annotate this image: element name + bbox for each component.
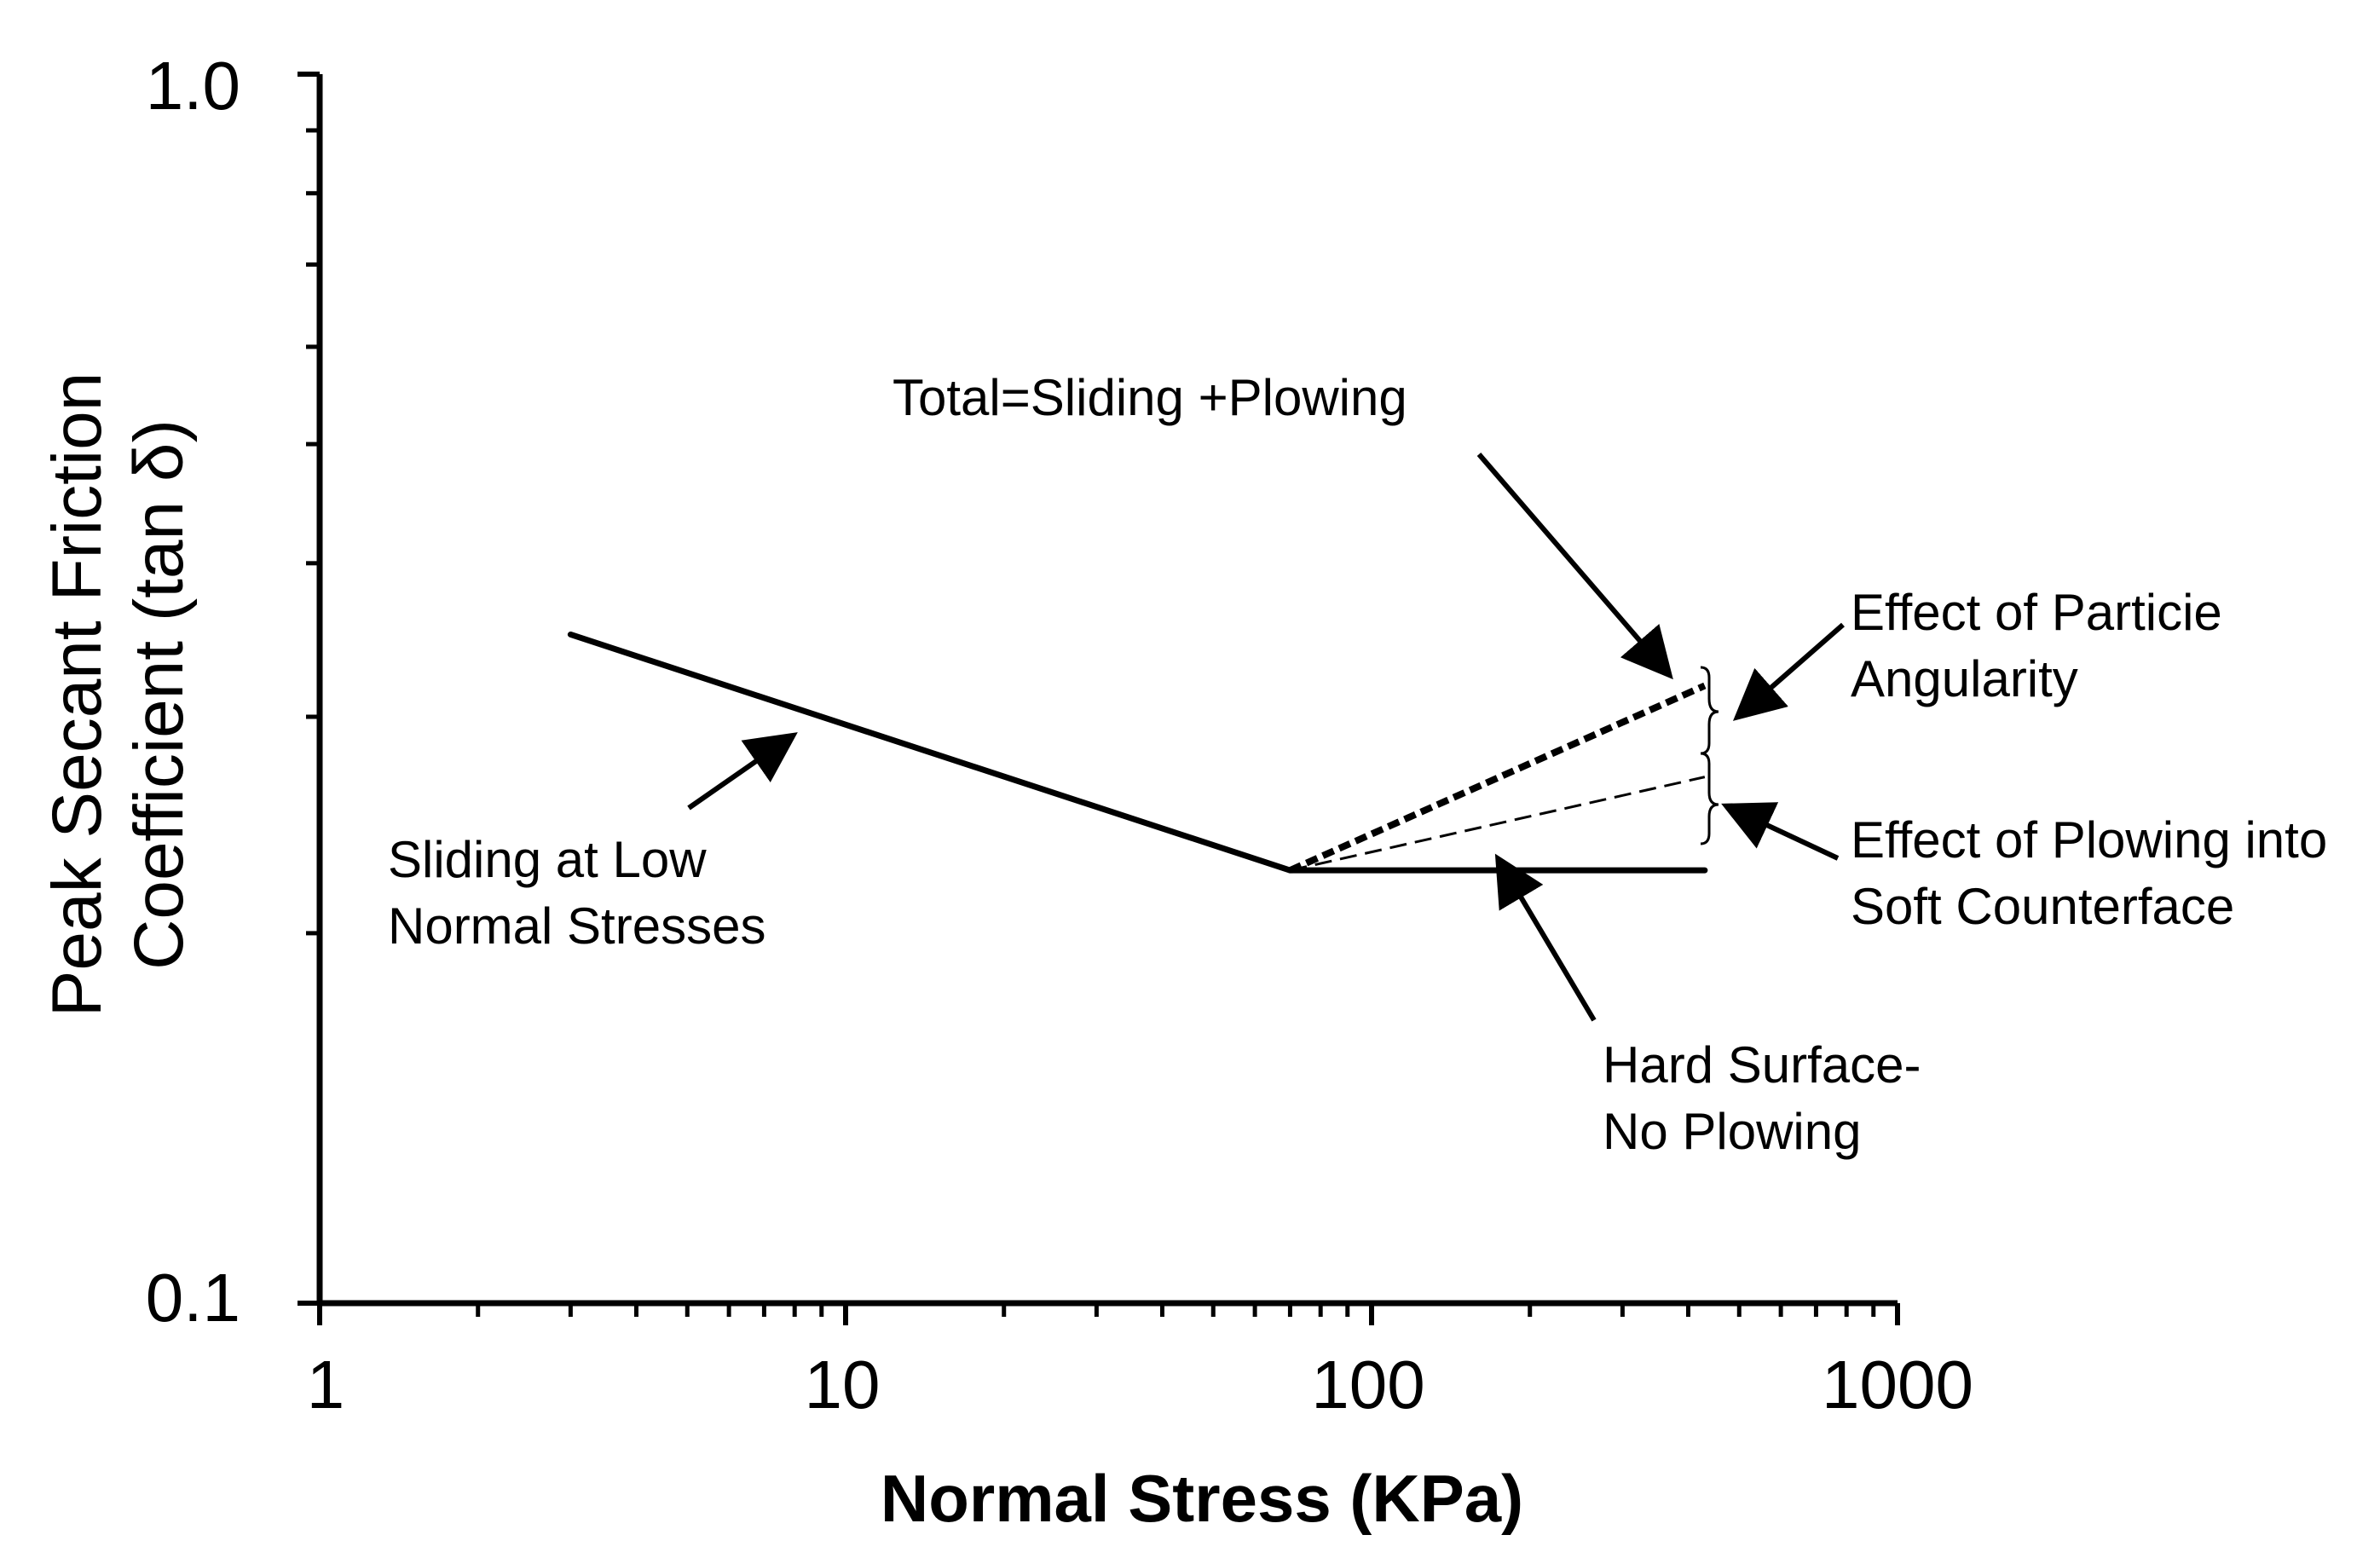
annotation-sliding-line-1: Sliding at Low bbox=[388, 831, 707, 888]
braces bbox=[1700, 666, 1719, 845]
x-tick-label-1: 1 bbox=[307, 1347, 345, 1422]
brace-angularity bbox=[1700, 666, 1719, 755]
x-tick-label-100: 100 bbox=[1311, 1347, 1424, 1422]
y-axis-title-line-1: Peak Secant Friction bbox=[38, 372, 116, 1018]
x-axis-title: Normal Stress (KPa) bbox=[881, 1461, 1523, 1536]
series-sliding-line bbox=[567, 631, 1293, 874]
minor-ticks bbox=[298, 72, 1900, 1325]
y-tick-label-bottom: 0.1 bbox=[146, 1260, 240, 1336]
series-plowing-soft-line bbox=[1290, 776, 1706, 872]
sliding-arrow bbox=[687, 732, 798, 811]
annotation-angularity-line-1: Effect of Particie bbox=[1851, 584, 2222, 641]
annotation-hard-line-2: No Plowing bbox=[1603, 1103, 1862, 1160]
total-arrow bbox=[1476, 453, 1673, 680]
y-tick-label-top: 1.0 bbox=[146, 48, 240, 124]
annotation-sliding-line-2: Normal Stresses bbox=[388, 897, 765, 955]
series-total-line bbox=[1288, 682, 1707, 874]
annotation-angularity-line-2: Angularity bbox=[1851, 650, 2078, 707]
annotation-plowing-line-1: Effect of Plowing into bbox=[1851, 811, 2327, 868]
annotation-plowing-line-2: Soft Counterface bbox=[1851, 878, 2234, 935]
angularity-arrow bbox=[1732, 622, 1845, 721]
brace-plowing bbox=[1700, 752, 1719, 845]
x-tick-label-1000: 1000 bbox=[1822, 1347, 1973, 1422]
annotations: Total=Sliding +Plowing Effect of Partici… bbox=[388, 369, 2327, 1160]
annotation-total: Total=Sliding +Plowing bbox=[892, 369, 1407, 426]
arrows bbox=[687, 453, 1845, 1022]
series-group bbox=[567, 631, 1708, 874]
plowing-arrow bbox=[1721, 802, 1840, 861]
hard-surface-arrow bbox=[1494, 853, 1597, 1022]
y-axis-title: Peak Secant Friction Coefficient (tan δ) bbox=[38, 372, 198, 1018]
axes bbox=[316, 74, 1898, 1307]
y-axis-title-line-2: Coefficient (tan δ) bbox=[120, 419, 198, 970]
x-tick-label-10: 10 bbox=[805, 1347, 881, 1422]
annotation-hard-line-1: Hard Surface- bbox=[1603, 1036, 1921, 1093]
